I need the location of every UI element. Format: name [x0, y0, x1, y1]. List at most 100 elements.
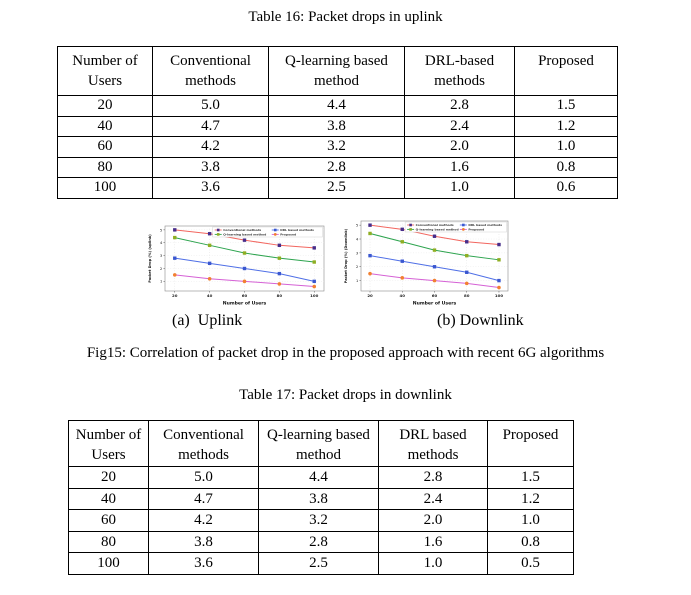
table-cell: 2.5 — [268, 177, 405, 199]
table-row: 20 5.0 4.4 2.8 1.5 — [68, 466, 574, 489]
table-cell: 4.2 — [148, 509, 259, 532]
svg-text:Proposed: Proposed — [468, 228, 484, 232]
svg-text:5: 5 — [356, 223, 359, 228]
downlink-line-chart: 20 40 60 80 100 1 2 3 4 5 Conventional methodsQ-le… — [342, 218, 512, 306]
table-cell: 1.5 — [514, 95, 618, 117]
svg-text:2: 2 — [160, 266, 163, 271]
table-cell: 1.0 — [404, 177, 515, 199]
table-cell: 1.2 — [487, 487, 574, 510]
svg-text:40: 40 — [207, 293, 213, 298]
table-cell: 3.2 — [268, 136, 405, 158]
svg-text:80: 80 — [277, 293, 283, 298]
table-cell: 3.8 — [258, 487, 379, 510]
table16-title: Table 16: Packet drops in uplink — [248, 9, 443, 25]
svg-text:2: 2 — [356, 264, 359, 269]
table-cell: 2.0 — [378, 509, 488, 532]
svg-text:80: 80 — [464, 293, 470, 298]
table-cell: 2.4 — [378, 487, 488, 510]
table-cell: 3.6 — [152, 177, 269, 199]
table-cell: 80 — [57, 156, 153, 178]
svg-text:Q-learning based method: Q-learning based method — [416, 228, 459, 232]
table17-header-proposed: Proposed — [487, 420, 574, 467]
table-cell: 0.8 — [514, 156, 618, 178]
table-cell: 2.0 — [404, 136, 515, 158]
subcaption-downlink: (b) Downlink — [437, 312, 524, 329]
table-cell: 2.8 — [404, 95, 515, 117]
svg-text:Conventional methods: Conventional methods — [416, 223, 454, 227]
table-cell: 1.0 — [514, 136, 618, 158]
table-row: 80 3.8 2.8 1.6 0.8 — [57, 156, 618, 178]
table17-header-qlearning: Q-learning based method — [258, 420, 379, 467]
table16-header-number-of-users: Number of Users — [57, 46, 153, 96]
svg-text:100: 100 — [495, 293, 503, 298]
svg-text:3: 3 — [356, 250, 359, 255]
table-cell: 1.5 — [487, 466, 574, 489]
table-cell: 0.6 — [514, 177, 618, 199]
table17-header-drl: DRL based methods — [378, 420, 488, 467]
table-cell: 1.6 — [378, 530, 488, 553]
table-cell: 2.8 — [378, 466, 488, 489]
table-cell: 4.4 — [258, 466, 379, 489]
svg-text:Q-learning based method: Q-learning based method — [223, 233, 266, 237]
table-cell: 1.0 — [487, 509, 574, 532]
figure15-caption: Fig15: Correlation of packet drop in the… — [86, 345, 605, 361]
svg-text:DRL based methods: DRL based methods — [280, 228, 314, 232]
svg-text:Conventional methods: Conventional methods — [223, 228, 261, 232]
svg-text:20: 20 — [172, 293, 178, 298]
table-row: 60 4.2 3.2 2.0 1.0 — [68, 509, 574, 532]
svg-text:3: 3 — [160, 253, 163, 258]
table16-header-row: Number of Users Conventional methods Q-l… — [57, 46, 618, 96]
table-row: 40 4.7 3.8 2.4 1.2 — [68, 487, 574, 510]
uplink-line-chart: 20 40 60 80 100 1 2 3 4 5 Conventional methodsQ-le… — [146, 223, 328, 306]
table-cell: 40 — [68, 487, 149, 510]
svg-text:Number of Users: Number of Users — [223, 301, 267, 307]
svg-text:Packet Drop (%) (uplink): Packet Drop (%) (uplink) — [148, 234, 152, 283]
table-cell: 5.0 — [148, 466, 259, 489]
table-row: 80 3.8 2.8 1.6 0.8 — [68, 530, 574, 553]
table-cell: 4.7 — [148, 487, 259, 510]
table-cell: 2.4 — [404, 115, 515, 137]
svg-text:4: 4 — [356, 236, 359, 241]
svg-text:40: 40 — [400, 293, 406, 298]
svg-text:Packet Drop (%) (Downlink): Packet Drop (%) (Downlink) — [344, 228, 348, 283]
table-cell: 0.5 — [487, 552, 574, 575]
table17-header-conventional: Conventional methods — [148, 420, 259, 467]
table16-header-drl: DRL-based methods — [404, 46, 515, 96]
svg-text:60: 60 — [242, 293, 248, 298]
table-cell: 2.5 — [258, 552, 379, 575]
table-cell: 5.0 — [152, 95, 269, 117]
svg-text:Number of Users: Number of Users — [413, 301, 457, 307]
table-cell: 1.6 — [404, 156, 515, 178]
table-cell: 100 — [68, 552, 149, 575]
table-cell: 60 — [68, 509, 149, 532]
svg-text:4: 4 — [160, 240, 163, 245]
table17-title: Table 17: Packet drops in downlink — [239, 387, 452, 403]
table17-packet-drops-downlink: Number of Users Conventional methods Q-l… — [68, 420, 574, 575]
table-cell: 3.8 — [148, 530, 259, 553]
table-row: 20 5.0 4.4 2.8 1.5 — [57, 95, 618, 117]
table-cell: 0.8 — [487, 530, 574, 553]
table-cell: 4.2 — [152, 136, 269, 158]
table17-header-number-of-users: Number of Users — [68, 420, 149, 467]
table-row: 40 4.7 3.8 2.4 1.2 — [57, 115, 618, 137]
table-cell: 2.8 — [268, 156, 405, 178]
svg-text:Proposed: Proposed — [280, 233, 296, 237]
table16-packet-drops-uplink: Number of Users Conventional methods Q-l… — [57, 46, 618, 199]
table16-header-proposed: Proposed — [514, 46, 618, 96]
svg-text:20: 20 — [367, 293, 373, 298]
table-cell: 3.2 — [258, 509, 379, 532]
svg-text:1: 1 — [160, 279, 163, 284]
table-row: 100 3.6 2.5 1.0 0.5 — [68, 552, 574, 575]
table-row: 100 3.6 2.5 1.0 0.6 — [57, 177, 618, 199]
table-cell: 60 — [57, 136, 153, 158]
svg-text:5: 5 — [160, 227, 163, 232]
svg-text:1: 1 — [356, 278, 359, 283]
table-cell: 4.7 — [152, 115, 269, 137]
table-cell: 2.8 — [258, 530, 379, 553]
table16-header-conventional: Conventional methods — [152, 46, 269, 96]
table16-header-qlearning: Q-learning based method — [268, 46, 405, 96]
table-cell: 3.8 — [268, 115, 405, 137]
table-cell: 100 — [57, 177, 153, 199]
svg-text:60: 60 — [432, 293, 438, 298]
